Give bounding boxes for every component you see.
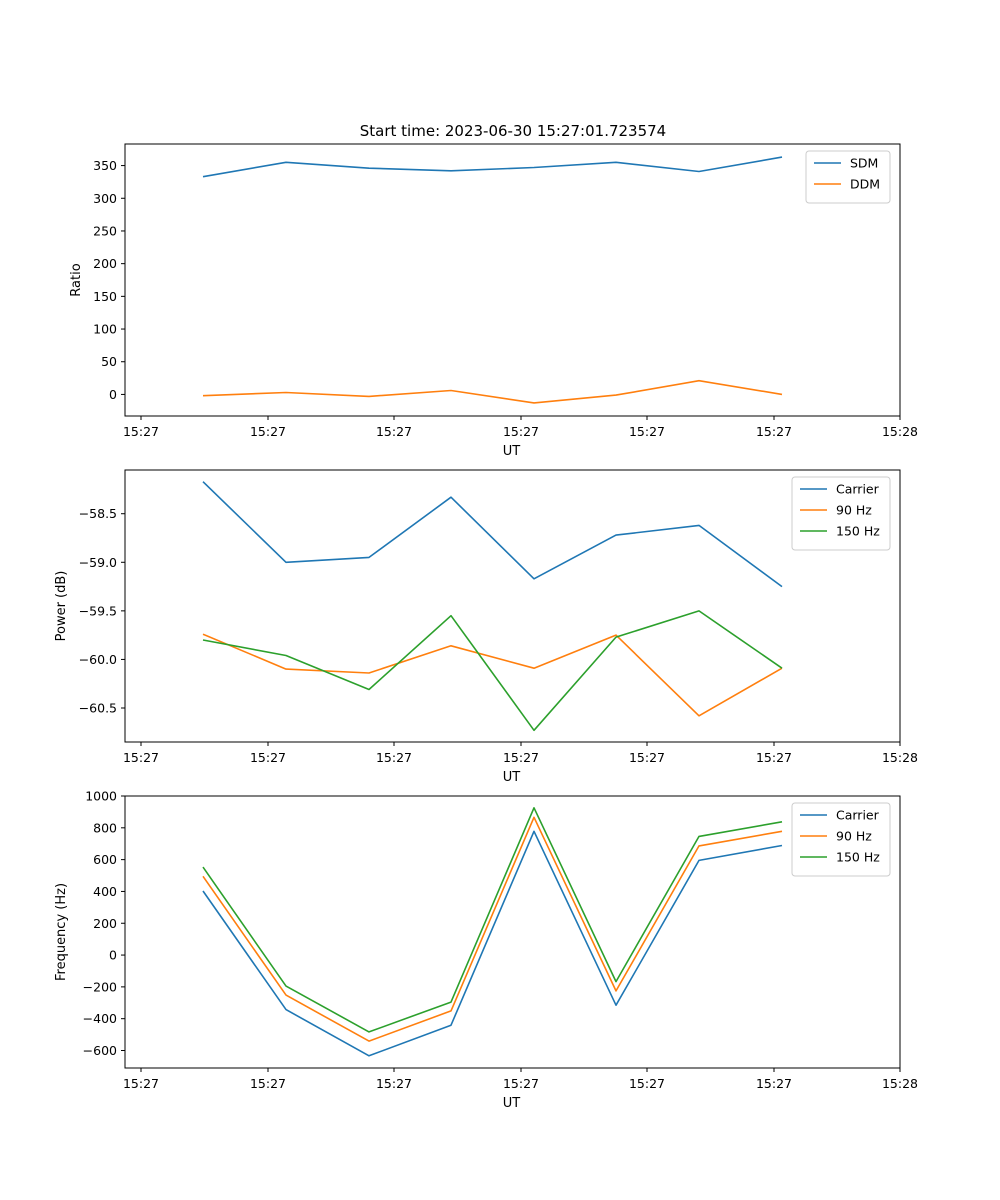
plot-frame <box>124 143 901 417</box>
series-line-1 <box>202 156 783 178</box>
plot-frame <box>124 795 901 1069</box>
x-tick-label: 15:27 <box>756 750 792 765</box>
y-tick-label: −59.0 <box>79 555 117 570</box>
x-tick-label: 15:27 <box>629 1076 665 1091</box>
x-axis-label: UT <box>503 444 521 459</box>
x-tick-label: 15:27 <box>503 1076 539 1091</box>
y-tick-label: 200 <box>93 916 117 931</box>
x-tick-label: 15:27 <box>376 750 412 765</box>
y-axis-label: Ratio <box>69 263 84 296</box>
x-tick-label: 15:27 <box>123 750 159 765</box>
legend-entry: 90 Hz <box>836 503 872 518</box>
chart-panel-2: 15:27 15:27 15:27 15:27 15:27 15:27 15:28 −60.5… <box>54 469 918 785</box>
series-line-1 <box>202 481 783 588</box>
legend: Carrier 90 Hz 150 Hz <box>791 476 891 551</box>
legend-box <box>805 150 891 204</box>
y-tick-label: −59.5 <box>79 603 117 618</box>
x-tick-label: 15:27 <box>503 750 539 765</box>
x-axis-label: UT <box>503 1096 521 1111</box>
x-tick-label: 15:27 <box>376 1076 412 1091</box>
x-tick-label: 15:27 <box>250 424 286 439</box>
series-line-3 <box>202 610 783 732</box>
series-line-2 <box>202 379 783 404</box>
y-tick-label: 250 <box>93 223 117 238</box>
plot-frame <box>124 469 901 743</box>
y-tick-label: 200 <box>93 256 117 271</box>
legend: SDM DDM <box>805 150 891 204</box>
x-tick-label: 15:27 <box>503 424 539 439</box>
legend: Carrier 90 Hz 150 Hz <box>791 802 891 877</box>
y-tick-label: 600 <box>93 852 117 867</box>
y-tick-label: −58.5 <box>79 506 117 521</box>
y-tick-label: 300 <box>93 191 117 206</box>
y-tick-label: 350 <box>93 158 117 173</box>
series-line-3 <box>202 806 783 1033</box>
y-axis-label: Power (dB) <box>54 571 69 642</box>
x-tick-label: 15:27 <box>250 1076 286 1091</box>
y-tick-label: 0 <box>109 948 117 963</box>
y-tick-label: 50 <box>101 354 117 369</box>
x-tick-label: 15:27 <box>756 424 792 439</box>
x-axis-label: UT <box>503 770 521 785</box>
legend-entry: SDM <box>850 156 878 171</box>
x-tick-label: 15:28 <box>882 424 918 439</box>
series-line-2 <box>202 816 783 1042</box>
legend-entry: Carrier <box>836 808 880 823</box>
y-tick-label: 1000 <box>85 789 117 804</box>
y-tick-label: −60.5 <box>79 701 117 716</box>
x-tick-label: 15:27 <box>250 750 286 765</box>
legend-entry: Carrier <box>836 482 880 497</box>
chart-panel-1: 15:27 15:27 15:27 15:27 15:27 15:27 15:28 0 50 10… <box>69 143 918 459</box>
y-tick-label: 800 <box>93 820 117 835</box>
y-tick-label: 150 <box>93 289 117 304</box>
x-tick-label: 15:27 <box>629 424 665 439</box>
y-tick-label: −200 <box>83 979 117 994</box>
x-tick-label: 15:28 <box>882 1076 918 1091</box>
chart-panels: 15:27 15:27 15:27 15:27 15:27 15:27 15:28 0 50 10… <box>54 143 918 1112</box>
chart-panel-3: 15:27 15:27 15:27 15:27 15:27 15:27 15:28 −600 −… <box>54 789 918 1112</box>
y-tick-label: −60.0 <box>79 652 117 667</box>
x-tick-label: 15:27 <box>123 1076 159 1091</box>
y-tick-label: 0 <box>109 387 117 402</box>
x-tick-label: 15:27 <box>123 424 159 439</box>
legend-entry: 90 Hz <box>836 829 872 844</box>
x-tick-label: 15:27 <box>376 424 412 439</box>
series-line-1 <box>202 830 783 1057</box>
y-tick-label: 400 <box>93 884 117 899</box>
x-tick-label: 15:27 <box>756 1076 792 1091</box>
legend-entry: 150 Hz <box>836 524 880 539</box>
figure-title: Start time: 2023-06-30 15:27:01.723574 <box>360 122 666 140</box>
x-tick-label: 15:27 <box>629 750 665 765</box>
legend-entry: DDM <box>850 177 880 192</box>
y-tick-label: 100 <box>93 322 117 337</box>
y-axis-label: Frequency (Hz) <box>54 883 69 981</box>
series-line-2 <box>202 633 783 717</box>
legend-entry: 150 Hz <box>836 850 880 865</box>
y-tick-label: −600 <box>83 1043 117 1058</box>
x-tick-label: 15:28 <box>882 750 918 765</box>
y-tick-label: −400 <box>83 1011 117 1026</box>
